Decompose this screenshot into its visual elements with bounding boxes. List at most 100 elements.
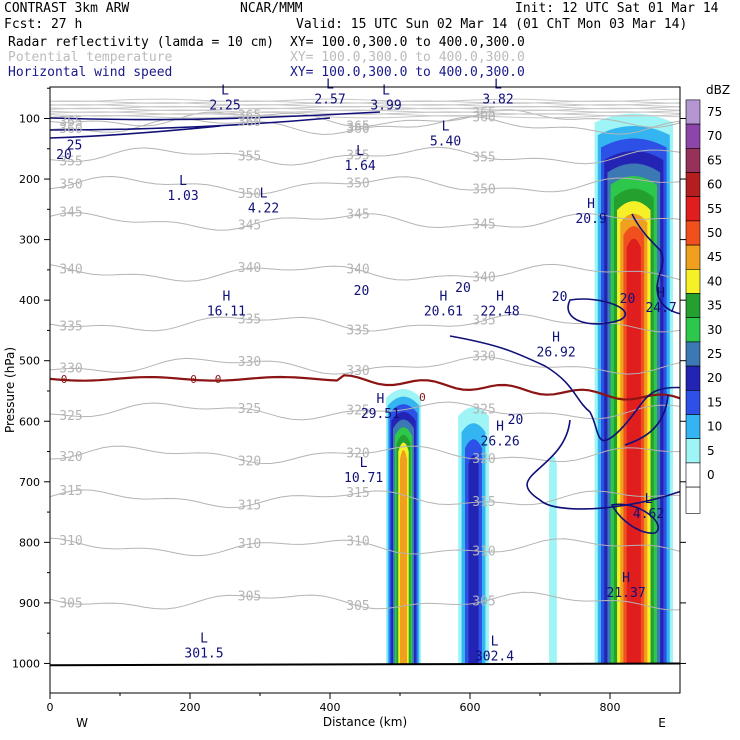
- colorbar-swatch: [685, 414, 701, 440]
- colorbar-level-label: 75: [707, 105, 722, 119]
- field-2-xy: XY= 100.0,300.0 to 400.0,300.0: [290, 50, 525, 65]
- x-tick-label: 0: [47, 701, 54, 714]
- colorbar-level-label: 5: [707, 444, 715, 458]
- theta-contour-label: 305: [346, 599, 369, 614]
- theta-contour-label: 345: [346, 207, 369, 222]
- extremum-value: 29.51: [361, 407, 400, 422]
- theta-contour: [50, 313, 680, 333]
- extremum-marker: H: [657, 286, 665, 301]
- colorbar-swatch: [685, 220, 701, 246]
- theta-contour-label: 305: [59, 597, 82, 612]
- theta-contour-label: 330: [238, 355, 261, 370]
- x-tick-label: 400: [320, 701, 341, 714]
- theta-contour-label: 365: [472, 106, 495, 121]
- wind-speed-contour: [526, 419, 680, 510]
- forecast-hour: Fcst: 27 h: [4, 17, 83, 32]
- wind-speed-contour: [50, 117, 331, 131]
- theta-contour-label: 335: [238, 313, 261, 328]
- theta-contour: [50, 146, 680, 166]
- extremum-marker: H: [496, 289, 504, 304]
- colorbar-swatch: [685, 317, 701, 343]
- extremum-value: 21.37: [607, 586, 646, 601]
- extremum-marker: H: [376, 392, 384, 407]
- theta-contour: [50, 591, 680, 611]
- reflectivity-band: [549, 455, 557, 664]
- reflectivity-band: [626, 238, 641, 664]
- theta-contour: [50, 401, 680, 421]
- theta-contour-upper: [50, 113, 680, 117]
- wind-speed-contour: [624, 394, 669, 446]
- wind-speed-contour: [567, 298, 627, 325]
- colorbar-level-label: 25: [707, 347, 722, 361]
- theta-contour-label: 340: [59, 263, 82, 278]
- wind-speed-contour: [610, 503, 660, 534]
- extremum-marker: H: [439, 289, 447, 304]
- colorbar-swatch: [685, 99, 701, 125]
- theta-contour-label: 340: [472, 270, 495, 285]
- extremum-marker: L: [442, 120, 450, 135]
- theta-contour: [50, 175, 680, 195]
- colorbar-level-label: 50: [707, 226, 722, 240]
- theta-contour-label: 365: [59, 115, 82, 130]
- theta-contour: [50, 355, 680, 375]
- theta-contour-label: 350: [59, 178, 82, 193]
- theta-contour-label: 310: [472, 545, 495, 560]
- colorbar-level-label: 20: [707, 371, 722, 385]
- theta-contour-label: 345: [472, 218, 495, 233]
- theta-contour-label: 350: [238, 187, 261, 202]
- wind-speed-label: 20: [508, 413, 524, 428]
- theta-contour-label: 310: [346, 534, 369, 549]
- theta-contour-label: 310: [59, 534, 82, 549]
- field-3-xy: XY= 100.0,300.0 to 400.0,300.0: [290, 65, 525, 80]
- extremum-marker: H: [587, 197, 595, 212]
- y-tick-label: 1000: [12, 657, 40, 670]
- wind-speed-label: 25: [67, 139, 83, 154]
- theta-contour: [50, 211, 680, 231]
- x-tick-label: 800: [600, 701, 621, 714]
- theta-contour-label: 320: [59, 450, 82, 465]
- theta-contour-label: 315: [59, 484, 82, 499]
- y-tick-label: 600: [19, 415, 40, 428]
- theta-contour-label: 340: [346, 263, 369, 278]
- wind-speed-label: 20: [455, 281, 471, 296]
- center-label: NCAR/MMM: [240, 1, 303, 16]
- extremum-value: 3.82: [482, 92, 513, 107]
- theta-contour-label: 305: [472, 594, 495, 609]
- zero-degree-line: [50, 374, 680, 401]
- theta-contour-label: 325: [472, 403, 495, 418]
- field-1-xy: XY= 100.0,300.0 to 400.0,300.0: [290, 35, 525, 50]
- colorbar-unit: dBZ: [706, 83, 730, 97]
- init-time: Init: 12 UTC Sat 01 Mar 14: [515, 1, 719, 16]
- wind-speed-contour: [50, 125, 221, 139]
- extremum-value: 3.99: [370, 98, 401, 113]
- y-tick-label: 400: [19, 294, 40, 307]
- extremum-marker: H: [222, 289, 230, 304]
- theta-contour-label: 360: [238, 115, 261, 130]
- zero-line-label: 0: [215, 373, 222, 386]
- theta-contour-upper: [50, 105, 680, 110]
- zero-line-label: 0: [61, 373, 68, 386]
- extremum-value: 26.26: [481, 434, 520, 449]
- wind-speed-label: 20: [56, 148, 72, 163]
- wind-speed-contour: [449, 335, 680, 442]
- reflectivity-band: [400, 450, 407, 664]
- extremum-value: 10.71: [344, 471, 383, 486]
- colorbar-level-label: 45: [707, 250, 722, 264]
- colorbar-level-label: 0: [707, 468, 715, 482]
- theta-contour-label: 355: [346, 148, 369, 163]
- wind-speed-contour: [50, 111, 381, 121]
- terrain-line: [50, 662, 680, 667]
- extremum-value: 1.03: [167, 189, 198, 204]
- theta-contour-label: 335: [472, 314, 495, 329]
- theta-contour-label: 365: [346, 120, 369, 135]
- y-tick-label: 300: [19, 234, 40, 247]
- theta-contour-label: 350: [472, 182, 495, 197]
- wind-speed-label: 20: [620, 292, 636, 307]
- extremum-value: 24.7: [645, 301, 676, 316]
- wind-speed-label: 20: [552, 290, 568, 305]
- extremum-marker: L: [326, 77, 334, 92]
- y-axis-label: Pressure (hPa): [3, 347, 17, 433]
- zero-line-label: 0: [419, 391, 426, 404]
- theta-contour-label: 360: [346, 122, 369, 137]
- extremum-marker: L: [491, 634, 499, 649]
